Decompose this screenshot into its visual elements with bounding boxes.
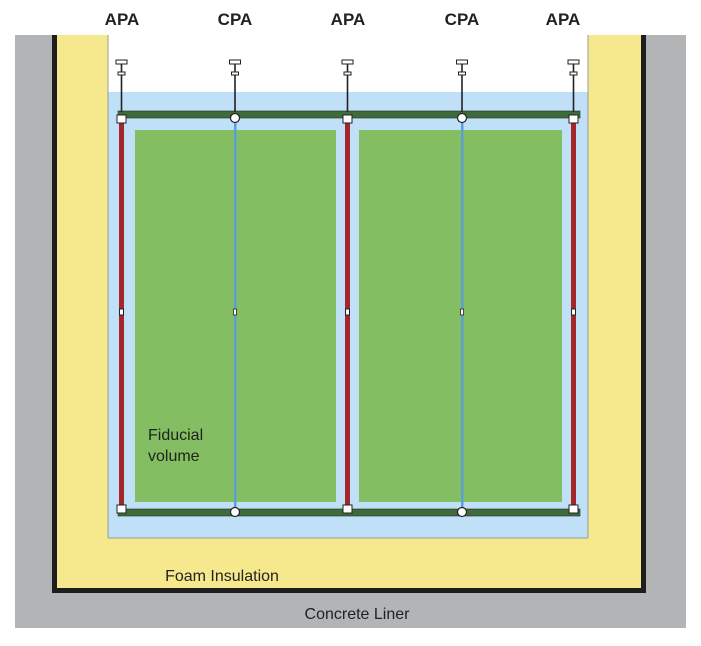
apa-connectors [116, 114, 579, 514]
cpa-connectors [229, 112, 468, 518]
foam-insulation-label: Foam Insulation [165, 568, 279, 585]
concrete-liner-label: Concrete Liner [305, 606, 411, 623]
label-cpa-1: CPA [218, 10, 253, 29]
fiducial-volume-right [359, 130, 562, 502]
label-apa-1: APA [105, 10, 140, 29]
fiducial-volume-label-line2: volume [148, 448, 200, 465]
suspension-feedthroughs [115, 59, 580, 76]
fiducial-volume-label-line1: Fiducial [148, 427, 203, 444]
label-apa-3: APA [546, 10, 581, 29]
label-apa-2: APA [331, 10, 366, 29]
label-cpa-2: CPA [445, 10, 480, 29]
